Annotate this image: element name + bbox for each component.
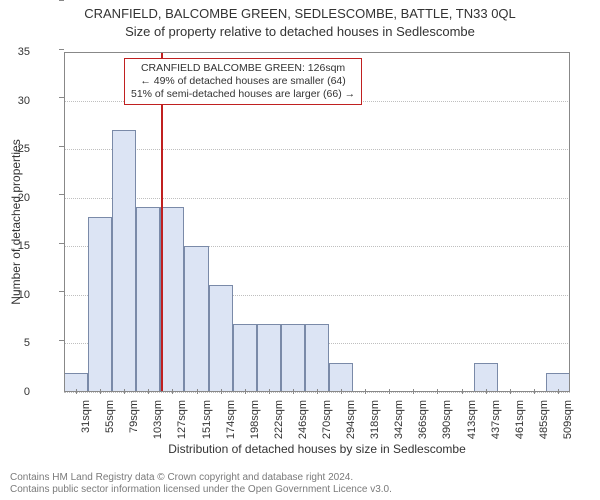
x-tick-mark: [534, 389, 535, 394]
y-tick-mark: [59, 291, 64, 292]
x-tick-label: 55sqm: [104, 400, 116, 433]
x-tick-container: 31sqm 55sqm 79sqm 103sqm 127sqm 151sqm 174sqm 1…: [64, 394, 570, 444]
x-tick-mark: [389, 389, 390, 394]
x-tick-label: 270sqm: [321, 400, 333, 439]
y-tick-label: 35: [0, 46, 30, 58]
x-tick-mark: [76, 389, 77, 394]
x-tick-mark: [413, 389, 414, 394]
x-tick-label: 437sqm: [490, 400, 502, 439]
x-tick-mark: [269, 389, 270, 394]
y-tick-label: 20: [0, 192, 30, 204]
x-tick-label: 485sqm: [538, 400, 550, 439]
x-tick-mark: [221, 389, 222, 394]
figure: CRANFIELD, BALCOMBE GREEN, SEDLESCOMBE, …: [0, 0, 600, 500]
x-tick-label: 461sqm: [514, 400, 526, 439]
y-tick-label: 25: [0, 143, 30, 155]
x-tick-label: 127sqm: [176, 400, 188, 439]
x-tick-mark: [100, 389, 101, 394]
x-tick-mark: [486, 389, 487, 394]
x-tick-mark: [558, 389, 559, 394]
x-tick-label: 31sqm: [80, 400, 92, 433]
annotation-line-2: ← 49% of detached houses are smaller (64…: [131, 75, 355, 88]
x-tick-label: 413sqm: [466, 400, 478, 439]
x-tick-label: 390sqm: [441, 400, 453, 439]
x-tick-mark: [124, 389, 125, 394]
x-tick-mark: [172, 389, 173, 394]
x-tick-mark: [462, 389, 463, 394]
x-tick-mark: [510, 389, 511, 394]
x-tick-label: 509sqm: [562, 400, 574, 439]
y-tick-label: 15: [0, 240, 30, 252]
x-tick-label: 174sqm: [225, 400, 237, 439]
footer-line-1: Contains HM Land Registry data © Crown c…: [10, 472, 392, 484]
x-tick-label: 222sqm: [273, 400, 285, 439]
x-tick-mark: [148, 389, 149, 394]
x-tick-mark: [437, 389, 438, 394]
x-tick-label: 246sqm: [297, 400, 309, 439]
y-tick-mark: [59, 146, 64, 147]
x-tick-label: 103sqm: [152, 400, 164, 439]
x-axis-label: Distribution of detached houses by size …: [64, 442, 570, 456]
y-tick-label: 0: [0, 386, 30, 398]
chart-supertitle: CRANFIELD, BALCOMBE GREEN, SEDLESCOMBE, …: [0, 6, 600, 21]
annotation-line-3: 51% of semi-detached houses are larger (…: [131, 88, 355, 101]
x-tick-label: 342sqm: [393, 400, 405, 439]
y-tick-mark: [59, 0, 64, 1]
annotation-line-1: CRANFIELD BALCOMBE GREEN: 126sqm: [131, 62, 355, 75]
x-tick-label: 366sqm: [417, 400, 429, 439]
annotation-box: CRANFIELD BALCOMBE GREEN: 126sqm← 49% of…: [124, 58, 362, 105]
y-tick-mark: [59, 194, 64, 195]
y-tick-mark: [59, 97, 64, 98]
x-tick-mark: [293, 389, 294, 394]
y-tick-mark: [59, 49, 64, 50]
x-tick-label: 79sqm: [128, 400, 140, 433]
y-tick-mark: [59, 340, 64, 341]
x-tick-mark: [365, 389, 366, 394]
x-tick-label: 198sqm: [249, 400, 261, 439]
x-tick-mark: [317, 389, 318, 394]
y-tick-label: 30: [0, 95, 30, 107]
x-tick-mark: [341, 389, 342, 394]
x-tick-label: 318sqm: [369, 400, 381, 439]
chart-subtitle: Size of property relative to detached ho…: [0, 24, 600, 39]
attribution-footer: Contains HM Land Registry data © Crown c…: [10, 472, 392, 496]
x-tick-label: 294sqm: [345, 400, 357, 439]
y-tick-container: 05101520253035: [0, 52, 64, 392]
x-tick-mark: [245, 389, 246, 394]
y-tick-label: 5: [0, 337, 30, 349]
x-tick-label: 151sqm: [201, 400, 213, 439]
y-tick-mark: [59, 243, 64, 244]
y-tick-label: 10: [0, 289, 30, 301]
footer-line-2: Contains public sector information licen…: [10, 484, 392, 496]
x-tick-mark: [197, 389, 198, 394]
